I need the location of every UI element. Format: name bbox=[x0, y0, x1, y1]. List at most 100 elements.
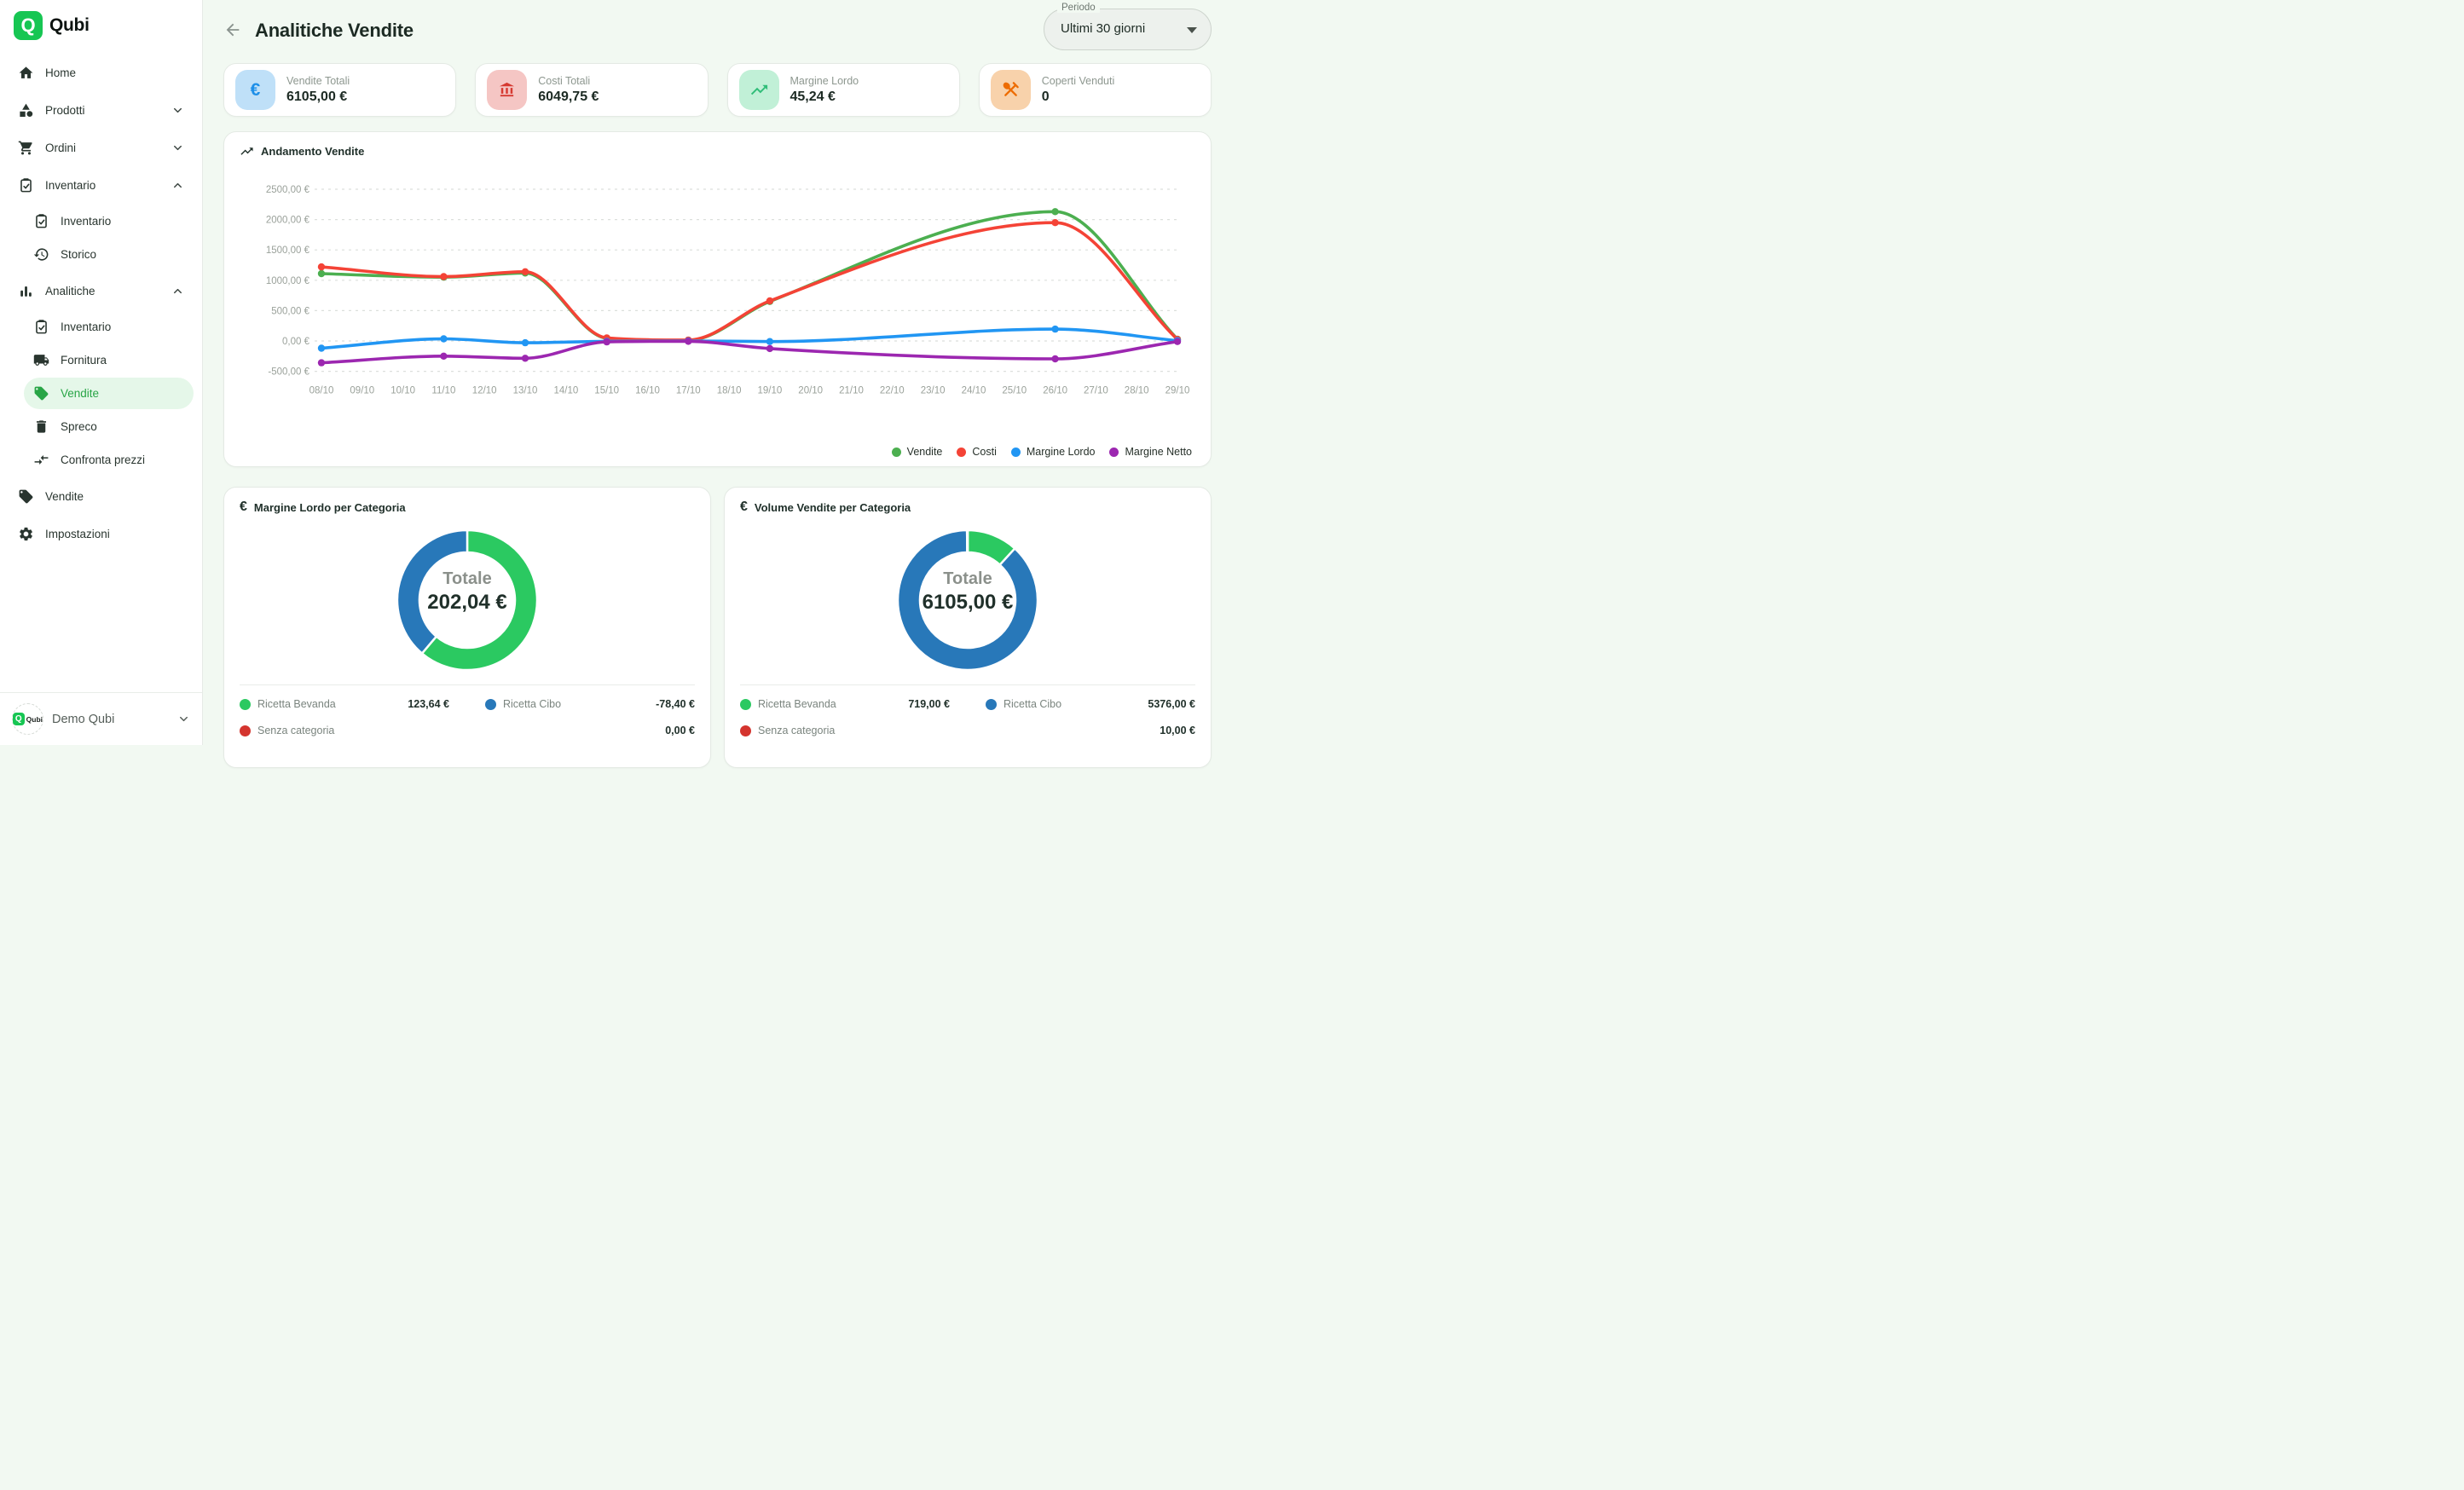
legend-item-margine-lordo[interactable]: Margine Lordo bbox=[1010, 446, 1095, 458]
sidebar-item-inventario-7[interactable]: Inventario bbox=[24, 311, 194, 343]
donut-slice-senza-categoria[interactable] bbox=[965, 528, 969, 554]
donut-legend-item-ricetta-bevanda: Ricetta Bevanda 123,64 € bbox=[240, 698, 449, 710]
margine-lordo-donut-card: € Margine Lordo per Categoria Totale 202… bbox=[223, 487, 711, 768]
line-chart-legend: Vendite Costi Margine Lordo Margine Nett… bbox=[891, 446, 1192, 458]
caret-down-icon bbox=[1187, 27, 1197, 33]
x-axis-tick: 17/10 bbox=[676, 386, 701, 396]
x-axis-tick: 21/10 bbox=[839, 386, 864, 396]
data-point-margine-netto bbox=[1173, 338, 1182, 345]
chevron-up-icon bbox=[171, 285, 184, 297]
sidebar-item-home-0[interactable]: Home bbox=[9, 55, 194, 90]
compare-icon bbox=[34, 454, 49, 465]
data-point-margine-netto bbox=[317, 359, 326, 367]
sidebar-item-vendite-9[interactable]: Vendite bbox=[24, 378, 194, 409]
data-point-margine-netto bbox=[766, 344, 774, 353]
home-icon bbox=[19, 66, 33, 78]
truck-icon bbox=[33, 355, 49, 366]
kpi-value: 0 bbox=[1041, 90, 1050, 104]
kpi-label: Margine Lordo bbox=[790, 75, 859, 87]
sidebar-item-confronta-prezzi-11[interactable]: Confronta prezzi bbox=[24, 444, 194, 476]
chev-down-icon bbox=[174, 145, 182, 150]
app-name: Qubi bbox=[49, 15, 90, 35]
sidebar-item-label: Fornitura bbox=[61, 354, 107, 367]
workspace-switcher[interactable]: Q Qubi Demo Qubi bbox=[0, 692, 202, 745]
bank-icon bbox=[500, 82, 515, 97]
donut-slice-ricetta-cibo[interactable] bbox=[396, 528, 469, 655]
sidebar-item-label: Inventario bbox=[45, 178, 96, 192]
qubi-mini-logo-icon: Q bbox=[13, 713, 25, 725]
legend-dot bbox=[240, 698, 251, 710]
data-point-costi bbox=[440, 273, 448, 280]
donut-title-row: € Margine Lordo per Categoria bbox=[240, 500, 695, 515]
sidebar-item-ordini-2[interactable]: Ordini bbox=[9, 130, 194, 165]
legend-dot bbox=[740, 698, 751, 710]
sidebar-item-storico-5[interactable]: Storico bbox=[24, 239, 194, 270]
kpi-card-margine-lordo: Margine Lordo 45,24 € bbox=[726, 63, 960, 117]
workspace-avatar: Q Qubi bbox=[12, 703, 43, 735]
donut-legend-item-senza-categoria: Senza categoria 10,00 € bbox=[740, 725, 1195, 736]
sidebar-item-label: Prodotti bbox=[45, 103, 85, 117]
chevron-up-icon bbox=[171, 179, 184, 192]
donut-slice-ricetta-cibo[interactable] bbox=[896, 528, 1039, 672]
sidebar-item-prodotti-1[interactable]: Prodotti bbox=[9, 93, 194, 127]
app-logo[interactable]: Q Qubi bbox=[0, 0, 202, 47]
margine-lordo-donut bbox=[392, 525, 542, 679]
tag-icon bbox=[19, 489, 33, 503]
gear-icon bbox=[20, 527, 32, 540]
legend-dot bbox=[740, 725, 751, 736]
euro-icon: € bbox=[240, 500, 247, 514]
legend-item-margine-netto[interactable]: Margine Netto bbox=[1109, 446, 1192, 458]
sidebar-item-spreco-10[interactable]: Spreco bbox=[24, 411, 194, 442]
page-header: Analitiche Vendite bbox=[223, 0, 1212, 48]
kpi-value: 6049,75 € bbox=[538, 90, 599, 104]
x-axis-tick: 16/10 bbox=[635, 386, 660, 396]
x-axis-tick: 28/10 bbox=[1125, 386, 1149, 396]
trending-up-icon bbox=[738, 70, 779, 110]
kpi-label: Vendite Totali bbox=[286, 75, 350, 87]
utensils-icon bbox=[1003, 82, 1019, 96]
legend-dot bbox=[240, 725, 251, 736]
chevron-down-icon bbox=[171, 104, 184, 117]
sidebar-item-label: Inventario bbox=[61, 215, 112, 228]
x-axis-tick: 09/10 bbox=[350, 386, 374, 396]
data-point-costi bbox=[1051, 219, 1059, 227]
line-chart: 2500,00 € 2000,00 € 1500,00 € 1000,00 € 500,… bbox=[240, 159, 1195, 405]
sidebar-item-inventario-4[interactable]: Inventario bbox=[24, 205, 194, 237]
data-point-margine-netto bbox=[603, 338, 610, 346]
kpi-value: 45,24 € bbox=[790, 90, 836, 104]
legend-dot bbox=[957, 447, 967, 457]
sidebar-item-fornitura-8[interactable]: Fornitura bbox=[24, 344, 194, 376]
donut-legend-item-ricetta-bevanda: Ricetta Bevanda 719,00 € bbox=[740, 698, 950, 710]
tag-icon bbox=[34, 386, 49, 401]
data-point-margine-lordo bbox=[766, 338, 774, 345]
bar-chart-icon bbox=[20, 286, 32, 297]
donut-legend-item-ricetta-cibo: Ricetta Cibo -78,40 € bbox=[485, 698, 695, 710]
period-select[interactable]: Periodo Ultimi 30 giorni bbox=[1044, 3, 1212, 50]
x-axis-tick: 29/10 bbox=[1165, 386, 1190, 396]
kpi-label: Costi Totali bbox=[538, 75, 591, 87]
donut-legend-item-senza-categoria: Senza categoria 0,00 € bbox=[240, 725, 695, 736]
data-point-costi bbox=[766, 297, 774, 305]
main-content: Analitiche Vendite Periodo Ultimi 30 gio… bbox=[203, 0, 1232, 768]
sidebar-item-label: Vendite bbox=[61, 387, 100, 400]
legend-item-costi[interactable]: Costi bbox=[957, 446, 997, 458]
kpi-value: 6105,00 € bbox=[286, 90, 348, 104]
volume-vendite-donut-card: € Volume Vendite per Categoria Totale 61… bbox=[724, 487, 1212, 768]
sidebar-item-impostazioni-13[interactable]: Impostazioni bbox=[9, 517, 194, 551]
y-axis-tick: 1000,00 € bbox=[266, 276, 310, 286]
data-point-margine-lordo bbox=[1051, 325, 1059, 333]
sidebar-item-analitiche-6[interactable]: Analitiche bbox=[9, 274, 194, 308]
legend-item-vendite[interactable]: Vendite bbox=[891, 446, 942, 458]
kpi-row: € Vendite Totali 6105,00 € Costi Totali … bbox=[223, 63, 1212, 117]
sidebar-item-label: Storico bbox=[61, 248, 97, 261]
sidebar-item-vendite-12[interactable]: Vendite bbox=[9, 479, 194, 513]
chevron-down-icon bbox=[171, 141, 184, 154]
sidebar: Q Qubi Home Prodotti Ordini Inventario I… bbox=[0, 0, 203, 745]
sidebar-item-inventario-3[interactable]: Inventario bbox=[9, 168, 194, 202]
y-axis-tick: 0,00 € bbox=[282, 337, 310, 347]
back-button[interactable] bbox=[223, 20, 244, 41]
x-axis-tick: 12/10 bbox=[472, 386, 497, 396]
sidebar-item-label: Impostazioni bbox=[45, 527, 110, 540]
clipboard-check-icon bbox=[36, 214, 47, 228]
donut-slice-ricetta-bevanda[interactable] bbox=[420, 528, 539, 672]
